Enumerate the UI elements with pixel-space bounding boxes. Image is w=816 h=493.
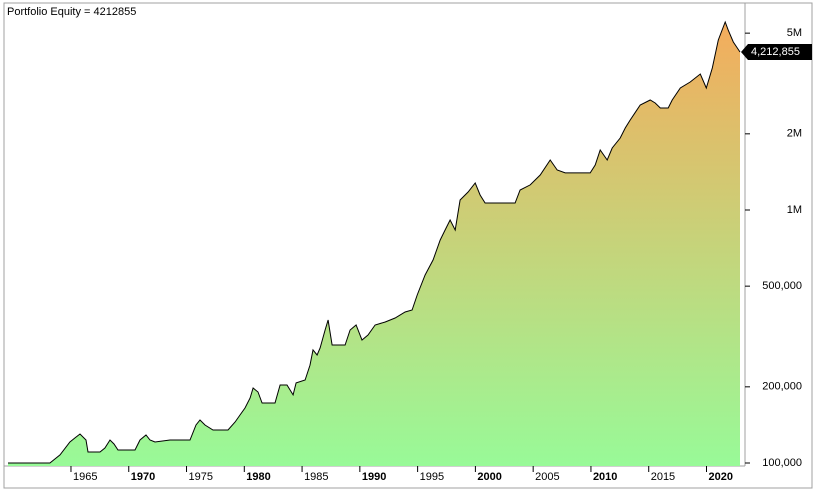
y-tick-label: 5M — [787, 27, 802, 39]
y-tick-label: 100,000 — [762, 457, 802, 469]
x-tick-label: 2005 — [535, 471, 559, 483]
equity-line — [8, 20, 741, 464]
x-tick-label: 1980 — [246, 471, 270, 483]
y-tick-label: 1M — [787, 204, 802, 216]
y-tick-label: 2M — [787, 128, 802, 140]
x-tick-label: 2020 — [708, 471, 732, 483]
equity-area — [8, 22, 740, 466]
chart-title: Portfolio Equity = 4212855 — [7, 6, 136, 18]
x-tick-label: 2010 — [593, 471, 617, 483]
x-tick-label: 2000 — [477, 471, 501, 483]
x-tick-label: 2015 — [651, 471, 675, 483]
last-value-tag — [741, 43, 812, 60]
x-tick-label: 1975 — [189, 471, 213, 483]
y-tick-label: 200,000 — [762, 381, 802, 393]
x-tick-label: 1965 — [73, 471, 97, 483]
x-tick-label: 1990 — [362, 471, 386, 483]
x-tick-label: 1985 — [304, 471, 328, 483]
last-value-label: 4,212,855 — [751, 46, 800, 58]
y-tick-label: 500,000 — [762, 280, 802, 292]
x-tick-label: 1995 — [420, 471, 444, 483]
x-tick-label: 1970 — [131, 471, 155, 483]
